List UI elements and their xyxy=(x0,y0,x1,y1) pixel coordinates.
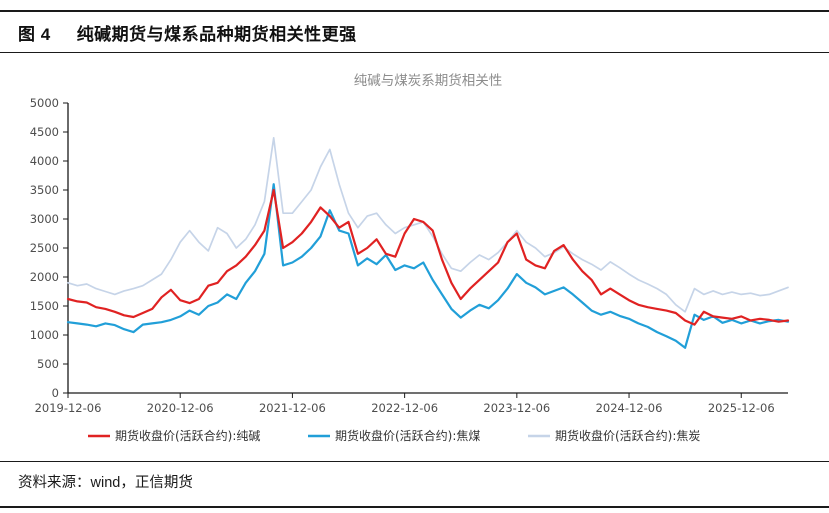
source-divider xyxy=(0,461,829,462)
y-axis: 0 500 1000 1500 2000 2500 3000 3500 4000 4500 5000 xyxy=(30,96,68,400)
y-tick-label: 5000 xyxy=(30,96,59,110)
figure-title-text: 纯碱期货与煤系品种期货相关性更强 xyxy=(76,25,357,44)
bottom-divider xyxy=(0,506,829,508)
y-tick-label: 1500 xyxy=(30,299,59,313)
x-tick-label: 2025-12-06 xyxy=(708,401,775,415)
x-tick-label: 2024-12-06 xyxy=(596,401,663,415)
figure-title: 图 4 纯碱期货与煤系品种期货相关性更强 xyxy=(18,20,357,45)
series-line-coking-coal xyxy=(66,183,790,349)
legend-label-coking-coal: 期货收盘价(活跃合约):焦煤 xyxy=(335,428,480,443)
data-source: 资料来源：wind，正信期货 xyxy=(18,475,193,491)
y-tick-label: 1000 xyxy=(30,328,59,342)
series-line-soda-ash xyxy=(66,188,790,326)
figure-label: 图 4 xyxy=(18,25,51,44)
y-tick-label: 3500 xyxy=(30,183,59,197)
series-line-coke xyxy=(67,136,789,313)
line-chart: 纯碱与煤炭系期货相关性 0 500 1000 1500 2000 2500 3000 3500 4… xyxy=(0,55,829,455)
chart-legend: 期货收盘价(活跃合约):纯碱 期货收盘价(活跃合约):焦煤 期货收盘价(活跃合约):… xyxy=(88,428,700,443)
y-tick-label: 2000 xyxy=(30,270,59,284)
legend-label-coke: 期货收盘价(活跃合约):焦炭 xyxy=(555,428,700,443)
correlation-chart-svg: 纯碱与煤炭系期货相关性 0 500 1000 1500 2000 2500 3000 3500 4… xyxy=(30,72,790,443)
legend-label-soda-ash: 期货收盘价(活跃合约):纯碱 xyxy=(115,428,260,443)
x-axis: 2019-12-06 2020-12-06 2021-12-06 2022-12-06… xyxy=(35,393,775,415)
x-tick-label: 2023-12-06 xyxy=(483,401,550,415)
top-divider xyxy=(0,10,829,12)
x-tick-label: 2020-12-06 xyxy=(147,401,214,415)
y-tick-label: 3000 xyxy=(30,212,59,226)
y-tick-label: 0 xyxy=(52,386,59,400)
title-divider xyxy=(0,52,829,53)
y-tick-label: 4000 xyxy=(30,154,59,168)
x-tick-label: 2019-12-06 xyxy=(35,401,102,415)
x-tick-label: 2022-12-06 xyxy=(371,401,438,415)
y-tick-label: 500 xyxy=(37,357,59,371)
y-tick-label: 4500 xyxy=(30,125,59,139)
y-tick-label: 2500 xyxy=(30,241,59,255)
chart-title: 纯碱与煤炭系期货相关性 xyxy=(354,72,503,89)
x-tick-label: 2021-12-06 xyxy=(259,401,326,415)
